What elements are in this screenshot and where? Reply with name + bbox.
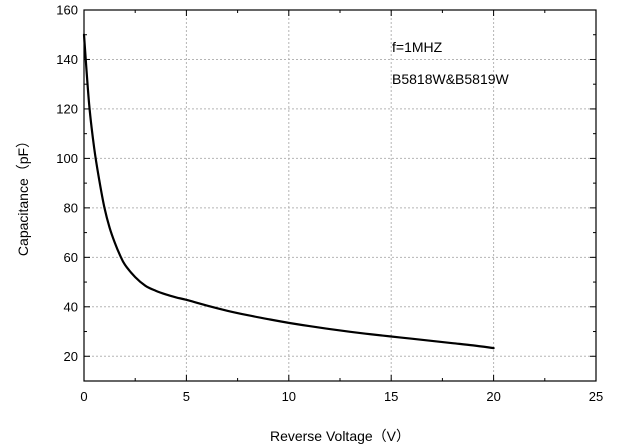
grid-lines <box>84 10 596 381</box>
x-tick-label: 10 <box>282 389 296 404</box>
y-tick-label: 40 <box>64 299 78 314</box>
y-axis-title: Capacitance（pF） <box>15 134 31 256</box>
y-tick-label: 120 <box>56 101 78 116</box>
annotations: f=1MHZ B5818W&B5819W <box>392 39 510 87</box>
y-tick-label: 160 <box>56 3 78 18</box>
x-tick-label: 20 <box>486 389 500 404</box>
y-tick-label: 100 <box>56 151 78 166</box>
x-axis-title: Reverse Voltage（V） <box>270 428 410 444</box>
series-layer <box>82 33 495 350</box>
axis-ticks <box>83 9 597 381</box>
x-tick-label: 15 <box>384 389 398 404</box>
x-tick-labels: 0 5 10 15 20 25 <box>80 389 603 404</box>
x-tick-label: 5 <box>183 389 190 404</box>
y-tick-labels: 20 40 60 80 100 120 140 160 <box>56 3 78 364</box>
x-tick-label: 0 <box>80 389 87 404</box>
y-tick-label: 20 <box>64 349 78 364</box>
chart-annotation: f=1MHZ <box>392 39 443 55</box>
chart-annotation: B5818W&B5819W <box>392 71 510 87</box>
y-tick-label: 60 <box>64 250 78 265</box>
plot-frame <box>83 9 597 382</box>
y-tick-label: 80 <box>64 200 78 215</box>
x-tick-label: 25 <box>589 389 603 404</box>
y-tick-label: 140 <box>56 52 78 67</box>
series-line <box>82 33 495 350</box>
